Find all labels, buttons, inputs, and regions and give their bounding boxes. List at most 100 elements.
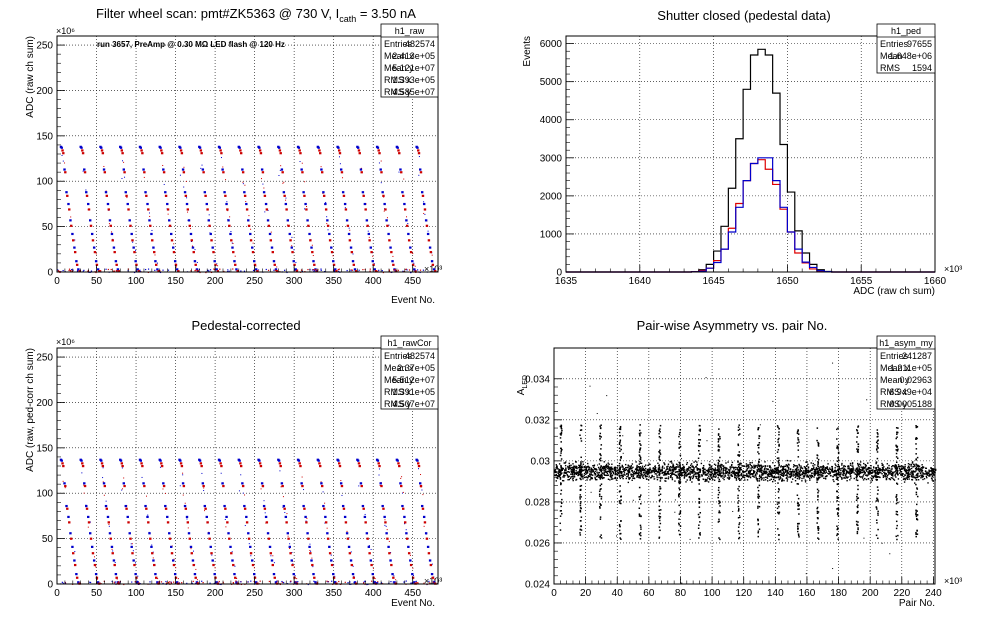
data-point (258, 149, 262, 152)
data-point (598, 463, 601, 465)
data-point (921, 464, 923, 466)
panel-asym-xlabel: Pair No. (899, 598, 935, 609)
data-point (679, 478, 681, 481)
data-point (917, 479, 920, 481)
data-point (921, 475, 924, 477)
data-point (704, 473, 707, 475)
data-point (796, 430, 799, 433)
data-point (780, 477, 782, 479)
data-point (565, 461, 567, 463)
data-point (721, 475, 723, 477)
data-point (599, 488, 602, 491)
data-point (87, 526, 89, 528)
data-point (369, 270, 371, 272)
data-point (113, 581, 115, 583)
stats-value: 1594 (912, 63, 932, 73)
data-point (781, 478, 784, 480)
data-point (195, 269, 197, 271)
data-point (934, 469, 937, 471)
data-point (680, 473, 683, 476)
data-point (587, 466, 589, 468)
data-point (297, 146, 301, 149)
data-point (315, 269, 318, 272)
data-point (253, 567, 255, 569)
data-point (693, 475, 695, 477)
data-point (333, 270, 335, 272)
data-point (807, 463, 809, 466)
data-point (841, 464, 843, 466)
data-point (660, 476, 662, 479)
data-point (359, 168, 363, 171)
data-point (558, 473, 560, 476)
data-point (735, 477, 737, 479)
data-point (857, 470, 859, 473)
data-point (856, 523, 858, 526)
data-point (556, 467, 558, 469)
data-point (816, 506, 819, 509)
data-point (196, 270, 198, 273)
data-point (281, 581, 283, 583)
data-point (653, 478, 655, 480)
panel-ped-xlabel: ADC (raw ch sum) (853, 286, 935, 297)
data-point (789, 476, 792, 479)
data-point (778, 428, 780, 430)
data-point (575, 470, 577, 472)
data-point (580, 456, 582, 459)
data-point (647, 472, 649, 475)
data-point (349, 559, 353, 562)
data-point (909, 463, 911, 466)
data-point (705, 473, 708, 476)
data-point (605, 474, 607, 476)
data-point (279, 152, 282, 155)
data-point (397, 462, 400, 465)
data-point (801, 477, 803, 480)
data-point (874, 471, 877, 474)
data-point (751, 466, 754, 469)
data-point (113, 270, 115, 272)
data-point (896, 457, 899, 460)
data-point (637, 465, 640, 468)
data-point (83, 171, 87, 174)
data-point (190, 241, 192, 243)
data-point (579, 489, 582, 491)
data-point (864, 466, 867, 468)
data-point (648, 472, 650, 475)
data-point (698, 442, 700, 444)
data-point (786, 475, 789, 477)
data-point (63, 482, 66, 485)
data-point (696, 464, 698, 466)
data-point (876, 498, 879, 501)
data-point (421, 507, 425, 510)
data-point (817, 444, 820, 446)
data-point (787, 463, 790, 465)
data-point (896, 472, 899, 474)
data-point (87, 202, 90, 206)
data-point (908, 475, 911, 478)
data-point (567, 471, 569, 473)
data-point (266, 219, 270, 222)
data-point (916, 487, 918, 489)
data-point (264, 515, 268, 519)
data-point (170, 582, 172, 584)
data-point (664, 472, 666, 475)
data-point (857, 445, 860, 448)
data-point (380, 171, 383, 174)
data-point (127, 208, 130, 211)
data-point (697, 527, 700, 530)
data-point (836, 469, 839, 472)
data-point (589, 479, 591, 481)
data-point (875, 461, 878, 464)
data-point (763, 471, 765, 474)
panel-raw-annotation: run 3657, PreAmp @ 0.30 MΩ LED flash @ 1… (97, 40, 285, 49)
data-point (761, 477, 763, 480)
data-point (802, 471, 805, 473)
data-point (678, 461, 680, 464)
data-point (730, 464, 733, 467)
data-point (607, 470, 610, 473)
data-point (600, 483, 603, 485)
data-point (903, 481, 906, 483)
data-point (298, 462, 301, 465)
data-point (807, 466, 810, 468)
data-point (368, 236, 370, 238)
panel-ped-x-exponent: ×10³ (944, 264, 962, 274)
